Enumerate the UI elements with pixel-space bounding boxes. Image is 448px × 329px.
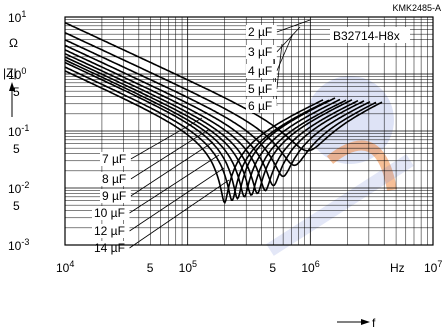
x-axis-title: f bbox=[372, 316, 376, 329]
part-number-box bbox=[330, 27, 410, 43]
y-tick-label: 101 bbox=[8, 9, 26, 25]
label-background bbox=[246, 25, 277, 39]
series-label: 12 µF bbox=[94, 224, 125, 238]
label-background bbox=[246, 99, 277, 113]
x-tick-base: 5 bbox=[147, 261, 154, 275]
y-tick-base: 10 bbox=[8, 182, 22, 196]
label-leader-line bbox=[276, 43, 283, 90]
series-label: 5 µF bbox=[248, 82, 272, 96]
y-tick-label: 5 bbox=[13, 199, 20, 213]
series-label: 8 µF bbox=[102, 172, 126, 186]
label-background bbox=[246, 64, 277, 78]
x-tick-base: 5 bbox=[269, 261, 276, 275]
label-background bbox=[92, 224, 130, 238]
y-axis-unit: Ω bbox=[9, 36, 18, 50]
document-id: KMK2485-A bbox=[392, 3, 441, 13]
impedance-curve bbox=[64, 21, 383, 152]
impedance-curve bbox=[64, 70, 324, 205]
impedance-curve bbox=[64, 52, 353, 195]
part-number: B32714-H8x bbox=[333, 29, 400, 43]
x-tick-base: 10 bbox=[301, 261, 315, 275]
y-tick-base: 5 bbox=[13, 85, 20, 99]
impedance-curve bbox=[64, 31, 377, 167]
y-tick-base: 10 bbox=[8, 239, 22, 253]
y-tick-label: 5 bbox=[13, 142, 20, 156]
impedance-curve bbox=[64, 66, 330, 201]
series-label: 4 µF bbox=[248, 64, 272, 78]
x-tick-label: 5 bbox=[147, 261, 154, 275]
series-label: 9 µF bbox=[102, 189, 126, 203]
y-tick-label: 100 bbox=[8, 66, 26, 82]
y-tick-label: 10-3 bbox=[8, 237, 29, 253]
x-tick-exponent: 7 bbox=[437, 259, 442, 269]
y-tick-exponent: 1 bbox=[21, 9, 26, 19]
label-leader-line bbox=[129, 154, 220, 214]
label-background bbox=[246, 82, 277, 96]
label-background bbox=[100, 189, 131, 203]
label-leader-line bbox=[129, 179, 230, 249]
label-background bbox=[92, 206, 130, 220]
label-leader-line bbox=[273, 53, 278, 107]
x-tick-label: 105 bbox=[179, 259, 197, 275]
label-leader-line bbox=[276, 35, 293, 72]
x-tick-base: 10 bbox=[179, 261, 193, 275]
impedance-curve bbox=[64, 49, 359, 192]
label-leader-line bbox=[129, 167, 225, 232]
series-label: 2 µF bbox=[248, 25, 272, 39]
y-tick-base: 5 bbox=[13, 199, 20, 213]
x-axis-arrow bbox=[337, 319, 370, 325]
label-background bbox=[246, 45, 277, 59]
y-tick-base: 10 bbox=[8, 68, 22, 82]
y-tick-base: 10 bbox=[8, 125, 22, 139]
y-axis-title: |Z| bbox=[3, 66, 17, 80]
label-leader-line bbox=[130, 117, 203, 160]
x-tick-base: 10 bbox=[56, 261, 70, 275]
x-tick-label: 107 bbox=[424, 259, 442, 275]
x-tick-label: 5 bbox=[269, 261, 276, 275]
x-tick-label: 104 bbox=[56, 259, 74, 275]
label-leader-line bbox=[276, 19, 311, 33]
label-leader-line bbox=[276, 26, 301, 53]
impedance-curve bbox=[64, 56, 347, 196]
series-label: 6 µF bbox=[248, 99, 272, 113]
x-tick-exponent: 6 bbox=[315, 259, 320, 269]
y-tick-base: 5 bbox=[13, 142, 20, 156]
y-axis-arrow bbox=[9, 82, 15, 117]
y-tick-base: 10 bbox=[8, 11, 22, 25]
y-tick-exponent: -2 bbox=[21, 180, 29, 190]
label-background bbox=[100, 172, 131, 186]
x-axis-ticks: 104 5 105 5 106 107 bbox=[56, 259, 442, 275]
series-label: 7 µF bbox=[102, 152, 126, 166]
impedance-curve bbox=[64, 59, 341, 198]
y-tick-label: 10-2 bbox=[8, 180, 29, 196]
label-leader-line bbox=[130, 141, 214, 197]
series-label: 3 µF bbox=[248, 45, 272, 59]
x-tick-base: 10 bbox=[424, 261, 438, 275]
x-tick-label: 106 bbox=[301, 259, 319, 275]
y-tick-exponent: -3 bbox=[21, 237, 29, 247]
y-tick-label: 5 bbox=[13, 85, 20, 99]
label-background bbox=[100, 152, 131, 166]
series-label: 14 µF bbox=[94, 241, 125, 255]
x-tick-exponent: 5 bbox=[192, 259, 197, 269]
label-leader-lines bbox=[129, 19, 311, 249]
plot-frame bbox=[64, 16, 434, 246]
y-tick-label: 10-1 bbox=[8, 123, 29, 139]
impedance-curve bbox=[64, 39, 371, 178]
series-label: 10 µF bbox=[94, 206, 125, 220]
y-tick-exponent: 0 bbox=[21, 66, 26, 76]
impedance-curve bbox=[64, 61, 336, 200]
label-leader-line bbox=[130, 129, 209, 180]
impedance-curves bbox=[64, 21, 383, 205]
impedance-curve bbox=[64, 44, 365, 187]
x-tick-exponent: 4 bbox=[69, 259, 74, 269]
y-tick-exponent: -1 bbox=[21, 123, 29, 133]
x-axis-unit: Hz bbox=[390, 261, 405, 275]
